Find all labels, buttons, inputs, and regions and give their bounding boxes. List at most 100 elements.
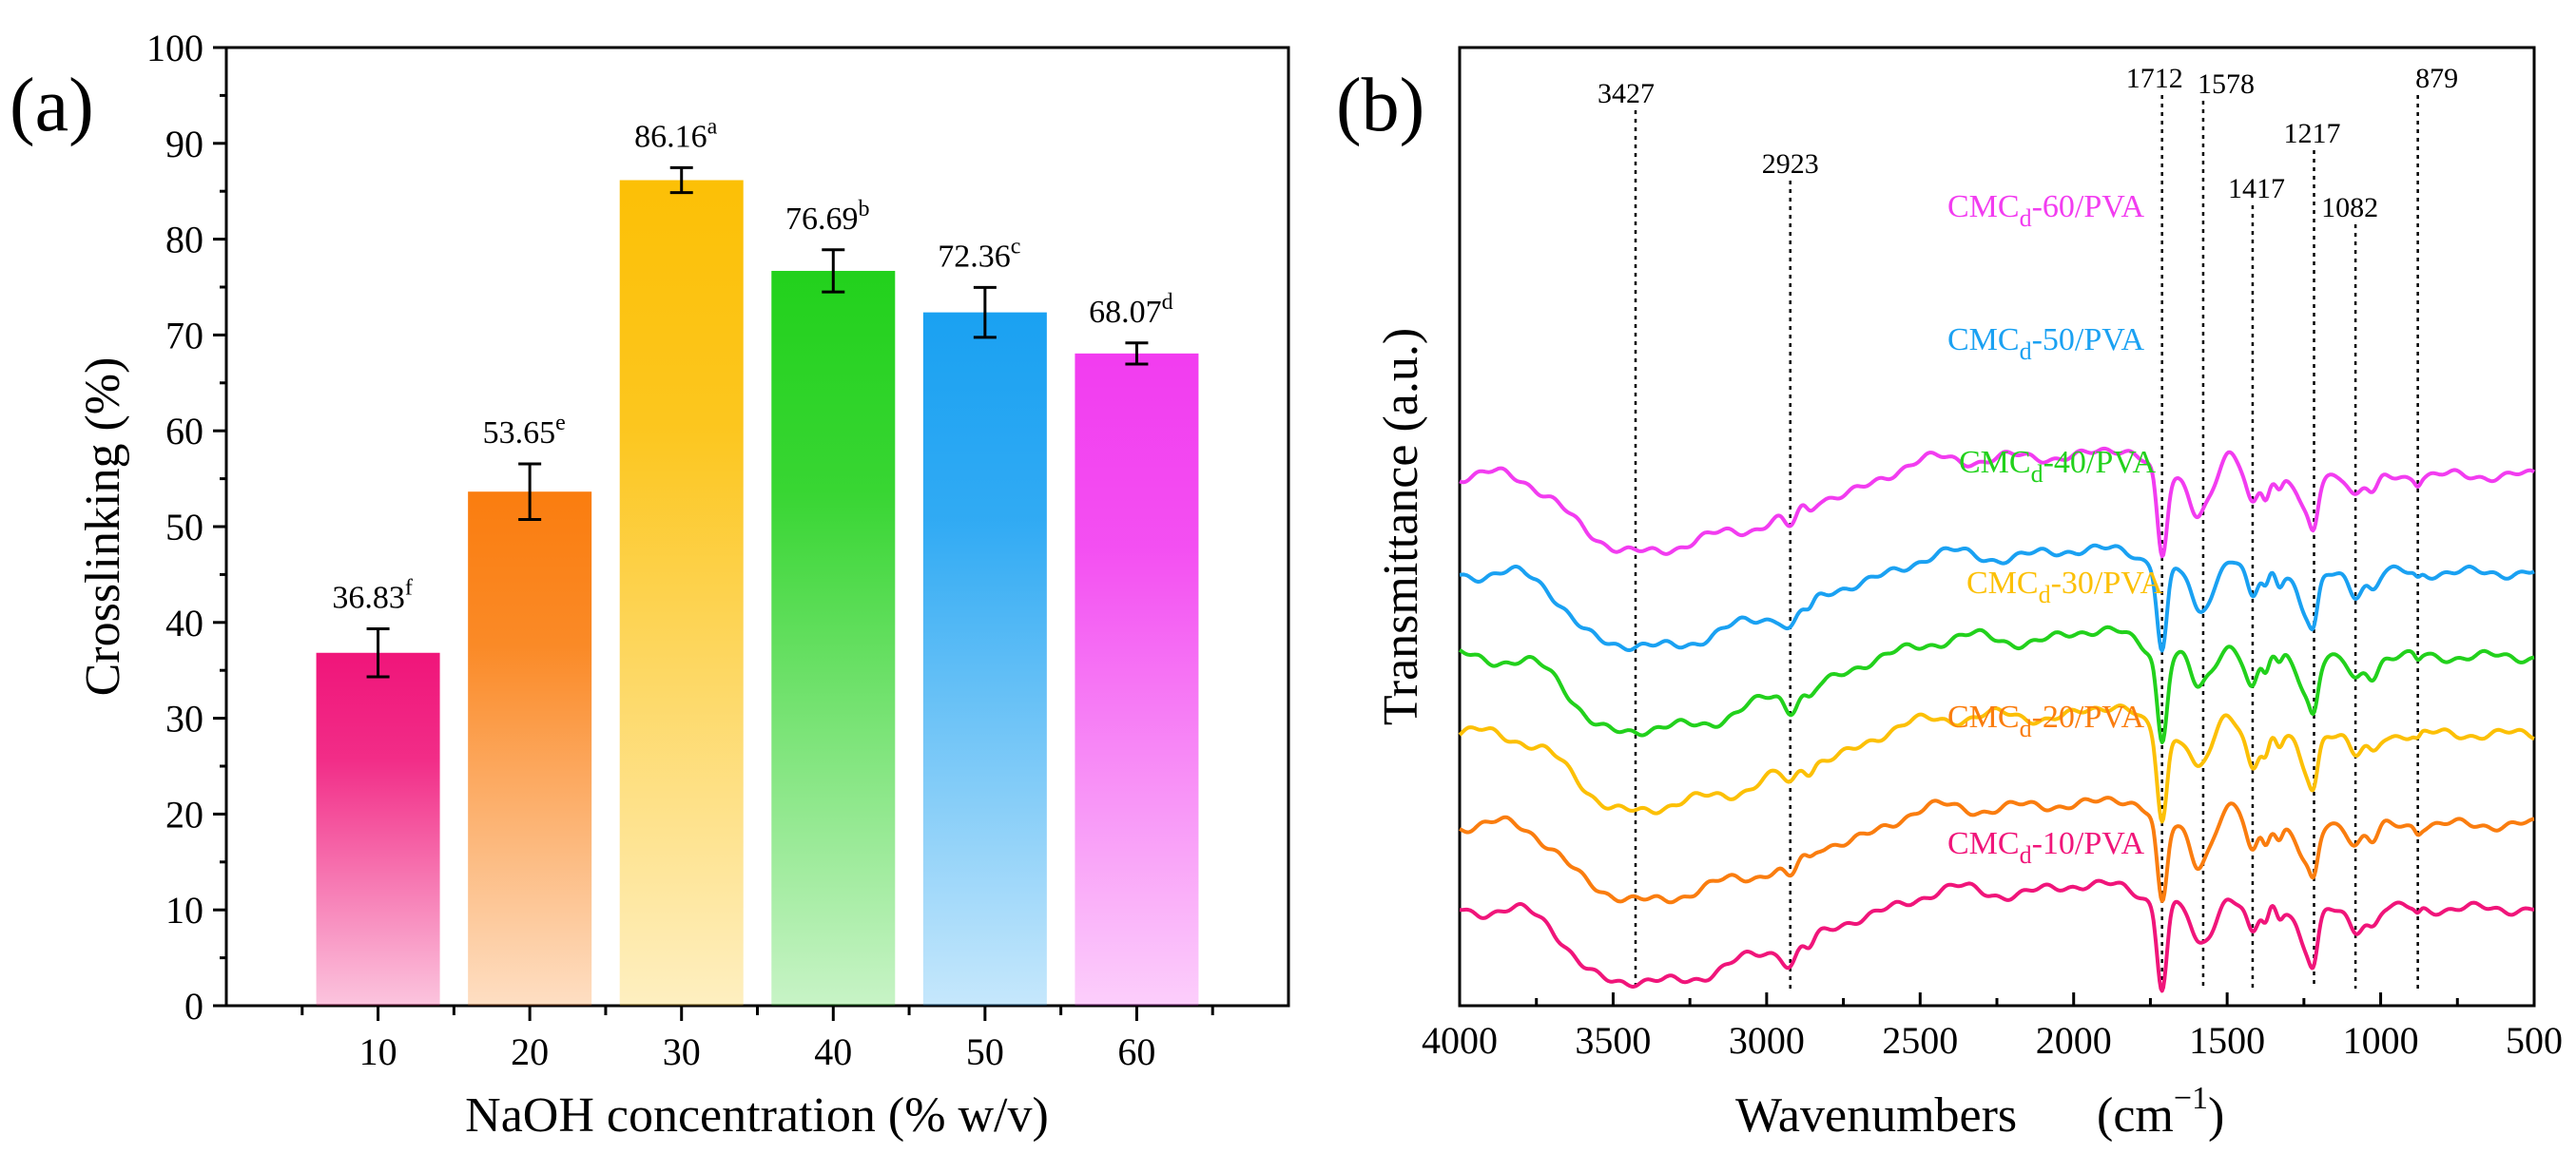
value-label-number: 68.07 [1089, 295, 1162, 330]
bar-30 [619, 180, 744, 1006]
value-label: 72.36c [938, 234, 1020, 274]
series-label-prefix: CMC [1947, 189, 2020, 224]
series-label-prefix: CMC [1959, 445, 2031, 480]
series-label-prefix: CMC [1947, 826, 2020, 861]
panel-a-value-labels: 36.83f 53.65e 86.16a 76.69b 72.36c 68.07d [332, 114, 1172, 615]
bar-50 [922, 312, 1047, 1006]
x-tick-label: 2000 [2036, 1019, 2112, 1062]
series-label-subscript: d [2031, 460, 2043, 488]
panel-b-label: (b) [1336, 64, 1424, 147]
value-label: 68.07d [1089, 290, 1173, 330]
y-tick-label: 30 [165, 698, 203, 740]
x-tick-label: 3000 [1729, 1019, 1805, 1062]
y-tick-label: 100 [146, 27, 203, 69]
peak-label: 3427 [1598, 78, 1655, 109]
series-label-subscript: d [2020, 337, 2032, 365]
series-label: CMCd-40/PVA [1959, 445, 2156, 488]
panel-a-bars [316, 165, 1199, 1007]
x-unit: cm [2113, 1088, 2174, 1143]
panel-b-y-axis-label: Transmittance (a.u.) [1374, 328, 1428, 725]
bar-60 [1075, 353, 1199, 1007]
series-label-suffix: -60/PVA [2032, 189, 2145, 224]
series-label-prefix: CMC [1947, 700, 2020, 735]
x-tick-label: 1500 [2189, 1019, 2265, 1062]
spectrum-series-0 [1459, 446, 2536, 559]
series-label-subscript: d [2020, 204, 2032, 232]
x-tick-label: 40 [814, 1030, 852, 1073]
bar-40 [771, 270, 896, 1006]
panel-b-x-label-unit: (cm−1) [2097, 1081, 2224, 1143]
spectrum-series-5 [1459, 878, 2535, 993]
panel-b-x-axis-label: Wavenumbers (cm−1) [1735, 1081, 2224, 1143]
bar-10 [316, 652, 440, 1006]
series-label-suffix: -20/PVA [2032, 700, 2145, 735]
series-label: CMCd-10/PVA [1947, 826, 2144, 869]
significance-letter: f [405, 576, 413, 601]
y-tick-label: 0 [184, 985, 203, 1028]
series-label-prefix: CMC [1947, 322, 2020, 357]
series-label: CMCd-60/PVA [1947, 189, 2144, 232]
spectrum-series-4 [1459, 796, 2535, 905]
x-tick-label: 1000 [2343, 1019, 2419, 1062]
series-label: CMCd-50/PVA [1947, 322, 2144, 365]
x-unit-exponent: −1 [2174, 1081, 2208, 1116]
series-label-subscript: d [2039, 581, 2051, 608]
value-label-number: 72.36 [938, 239, 1011, 274]
value-label-number: 76.69 [785, 202, 859, 237]
significance-letter: a [707, 114, 718, 139]
panel-b: (b) 4000 3500 3000 2500 2000 1500 1000 500 3427… [1336, 46, 2563, 1143]
series-label-suffix: -40/PVA [2043, 445, 2157, 480]
x-tick-label: 60 [1117, 1030, 1155, 1073]
peak-label: 1712 [2126, 63, 2183, 94]
x-tick-label: 20 [511, 1030, 549, 1073]
y-tick-label: 90 [165, 123, 203, 165]
series-label-suffix: -30/PVA [2051, 566, 2164, 601]
significance-letter: b [859, 197, 870, 221]
panel-b-spectra [1458, 446, 2536, 993]
x-tick-label: 4000 [1422, 1019, 1498, 1062]
series-label-suffix: -50/PVA [2032, 322, 2145, 357]
value-label-number: 86.16 [634, 119, 707, 154]
peak-label: 1417 [2228, 173, 2285, 204]
bar-20 [468, 491, 592, 1006]
x-tick-label: 500 [2506, 1019, 2563, 1062]
spectrum-series-1 [1459, 543, 2535, 653]
y-tick-label: 70 [165, 314, 203, 356]
series-label-suffix: -10/PVA [2032, 826, 2145, 861]
significance-letter: c [1011, 234, 1021, 259]
significance-letter: d [1162, 290, 1173, 315]
panel-a-y-ticks: 0 10 20 30 40 50 60 70 80 90 100 [146, 27, 226, 1028]
significance-letter: e [555, 411, 566, 435]
y-tick-label: 20 [165, 793, 203, 836]
series-label: CMCd-20/PVA [1947, 700, 2144, 742]
peak-label: 879 [2415, 63, 2458, 94]
series-label-prefix: CMC [1966, 566, 2039, 601]
y-tick-label: 50 [165, 506, 203, 548]
panel-a-label: (a) [10, 64, 94, 147]
x-tick-label: 3500 [1575, 1019, 1651, 1062]
series-label: CMCd-30/PVA [1966, 566, 2163, 608]
value-label: 36.83f [332, 576, 413, 616]
y-tick-label: 10 [165, 889, 203, 932]
panel-a-x-axis-label: NaOH concentration (% w/v) [465, 1088, 1049, 1143]
y-tick-label: 80 [165, 219, 203, 261]
peak-label: 1217 [2284, 118, 2341, 149]
panel-a-x-ticks: 10 20 30 40 50 60 [300, 1006, 1214, 1073]
x-tick-label: 2500 [1882, 1019, 1958, 1062]
panel-b-x-label-text: Wavenumbers [1735, 1088, 2017, 1143]
panel-a-y-axis-label: Crosslinking (%) [76, 357, 130, 697]
peak-label: 1578 [2198, 68, 2255, 100]
x-tick-label: 10 [359, 1030, 397, 1073]
x-tick-label: 50 [966, 1030, 1004, 1073]
value-label: 76.69b [785, 197, 870, 237]
value-label-number: 36.83 [332, 581, 405, 616]
series-label-subscript: d [2020, 715, 2032, 742]
series-label-subscript: d [2020, 841, 2032, 869]
peak-label: 1082 [2321, 192, 2378, 223]
panel-b-x-ticks: 4000 3500 3000 2500 2000 1500 1000 500 [1422, 992, 2563, 1062]
spectrum-series-2 [1458, 625, 2535, 744]
y-tick-label: 60 [165, 410, 203, 452]
panel-b-series-labels: CMCd-60/PVACMCd-50/PVACMCd-40/PVACMCd-30… [1947, 189, 2163, 869]
